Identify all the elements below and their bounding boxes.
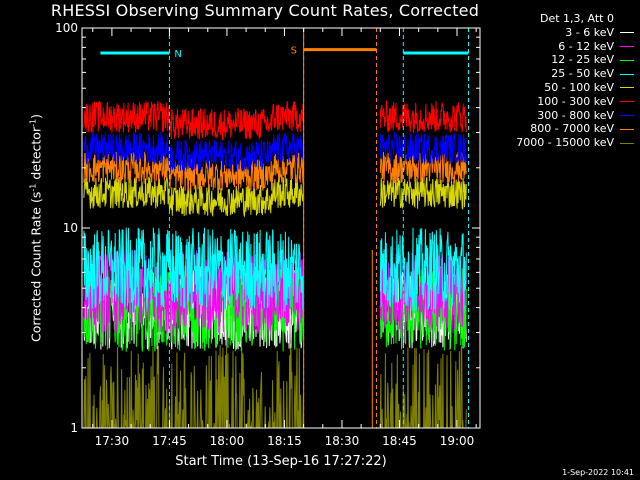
chart-title: RHESSI Observing Summary Count Rates, Co… (50, 1, 480, 20)
legend-label: 50 - 100 keV (544, 80, 614, 94)
series-line-3-segment-0 (83, 227, 304, 312)
x-tick-label-4: 18:30 (325, 434, 360, 448)
legend-entry: 800 - 7000 keV (482, 122, 638, 136)
y-axis-label-sup2: -1 (28, 118, 38, 127)
y-axis-label-main: Corrected Count Rate (s (28, 191, 44, 342)
legend-swatch (620, 114, 634, 116)
y-axis-label-sup1: -1 (28, 183, 38, 192)
legend-label: 300 - 800 keV (537, 108, 614, 122)
legend-entry: 50 - 100 keV (482, 81, 638, 95)
series-group (83, 100, 467, 429)
series-line-5-segment-1 (379, 100, 467, 133)
legend-label: 6 - 12 keV (558, 39, 614, 53)
legend-swatch (620, 128, 634, 130)
legend-entry: 6 - 12 keV (482, 40, 638, 54)
series-line-6-segment-0 (83, 130, 304, 172)
legend-swatch (620, 32, 634, 34)
legend-entry: 100 - 300 keV (482, 95, 638, 109)
legend: Det 1,3, Att 0 3 - 6 keV 6 - 12 keV 12 - 2… (482, 12, 638, 150)
legend-entry: 7000 - 15000 keV (482, 136, 638, 150)
y-axis-label-mid: detector (28, 126, 44, 184)
x-tick-label-6: 19:00 (440, 434, 475, 448)
legend-swatch (620, 142, 634, 144)
x-tick-label-5: 18:45 (382, 434, 417, 448)
x-tick-label-1: 17:45 (152, 434, 187, 448)
legend-label: 3 - 6 keV (565, 25, 614, 39)
legend-label: 100 - 300 keV (537, 94, 614, 108)
legend-entry: 300 - 800 keV (482, 109, 638, 123)
legend-swatch (620, 45, 634, 47)
series-line-4-segment-1 (379, 176, 467, 211)
legend-header: Det 1,3, Att 0 (540, 12, 614, 25)
flag-label-1: S (291, 46, 297, 57)
legend-label: 25 - 50 keV (551, 67, 614, 81)
legend-swatch (620, 101, 634, 103)
legend-label: 12 - 25 keV (551, 53, 614, 67)
axes-group: 1 10 100 17:30 17:45 18:00 18:15 18:30 18:45 19:0… (55, 21, 481, 448)
plot-frame (81, 27, 481, 429)
y-axis-label-end: ) (28, 114, 44, 119)
y-tick-label-0: 1 (70, 421, 78, 435)
x-tick-label-3: 18:15 (267, 434, 302, 448)
series-line-5-segment-0 (83, 100, 304, 141)
flag-label-0: N (174, 49, 181, 60)
legend-label: 7000 - 15000 keV (516, 136, 614, 150)
legend-entries: 3 - 6 keV 6 - 12 keV 12 - 25 keV 25 - 50 ke… (482, 26, 638, 150)
legend-entry: 12 - 25 keV (482, 53, 638, 67)
y-tick-label-1: 10 (63, 221, 78, 235)
series-line-8-segment-1 (379, 346, 467, 429)
series-line-6-segment-1 (379, 132, 467, 165)
series-line-4-segment-0 (83, 176, 304, 218)
legend-entry: 25 - 50 keV (482, 67, 638, 81)
legend-swatch (620, 73, 634, 75)
y-tick-label-2: 100 (55, 21, 78, 35)
legend-swatch (620, 87, 634, 89)
x-axis-label: Start Time (13-Sep-16 17:27:22) (175, 454, 387, 469)
legend-label: 800 - 7000 keV (530, 122, 614, 136)
series-line-8-segment-0 (83, 344, 304, 429)
x-tick-label-0: 17:30 (95, 434, 130, 448)
series-line-7-segment-1 (379, 151, 467, 184)
y-axis-label: Corrected Count Rate (s-1 detector-1) (28, 114, 43, 342)
series-line-3-segment-1 (379, 227, 467, 312)
x-tick-label-2: 18:00 (210, 434, 245, 448)
legend-entry: 3 - 6 keV (482, 26, 638, 40)
timestamp: 1-Sep-2022 10:41 (562, 468, 634, 477)
legend-swatch (620, 59, 634, 61)
series-line-1-segment-0 (83, 249, 304, 334)
